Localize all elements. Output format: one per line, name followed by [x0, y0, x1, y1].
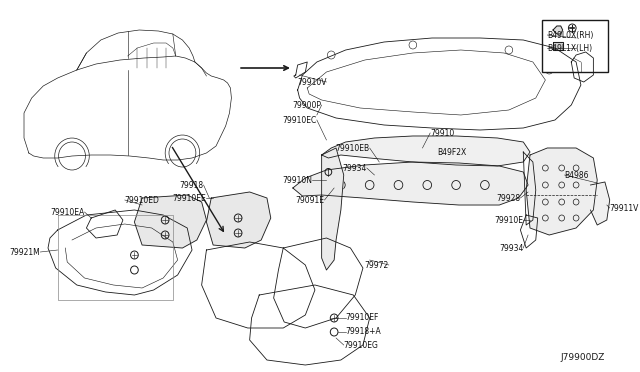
Polygon shape [293, 162, 528, 205]
Text: 79918+A: 79918+A [346, 327, 381, 337]
Polygon shape [553, 42, 563, 50]
Text: 79972: 79972 [365, 260, 389, 269]
Text: B49L0X(RH): B49L0X(RH) [547, 31, 594, 39]
Polygon shape [591, 182, 610, 225]
Text: 79091E: 79091E [296, 196, 324, 205]
Text: B49L1X(LH): B49L1X(LH) [547, 44, 593, 52]
Text: B4986: B4986 [564, 170, 589, 180]
Text: 79921M: 79921M [10, 247, 40, 257]
Text: 79910EC: 79910EC [283, 115, 317, 125]
Text: 79910EF: 79910EF [346, 314, 379, 323]
Text: 79910V: 79910V [297, 77, 326, 87]
Bar [543, 20, 608, 72]
Polygon shape [553, 26, 563, 34]
Text: 79910EB: 79910EB [335, 144, 370, 153]
Text: 79910: 79910 [430, 128, 454, 138]
Text: 79900P: 79900P [292, 100, 322, 109]
Text: 79910EE: 79910EE [173, 193, 207, 202]
Text: 79934: 79934 [499, 244, 524, 253]
Text: 79910EG: 79910EG [344, 340, 379, 350]
Polygon shape [207, 192, 271, 248]
Text: J79900DZ: J79900DZ [561, 353, 605, 362]
Text: 79911V: 79911V [610, 203, 639, 212]
Polygon shape [322, 148, 344, 270]
Text: 79918: 79918 [179, 180, 204, 189]
Polygon shape [526, 148, 597, 235]
Text: 79910N: 79910N [282, 176, 312, 185]
Text: B49F2X: B49F2X [437, 148, 466, 157]
Polygon shape [134, 195, 207, 248]
Text: 79910E: 79910E [494, 215, 524, 224]
Polygon shape [322, 136, 530, 166]
Text: 79928: 79928 [496, 193, 520, 202]
Text: 79934: 79934 [342, 164, 367, 173]
Text: 79910EA: 79910EA [51, 208, 84, 217]
Text: 79910ED: 79910ED [125, 196, 160, 205]
